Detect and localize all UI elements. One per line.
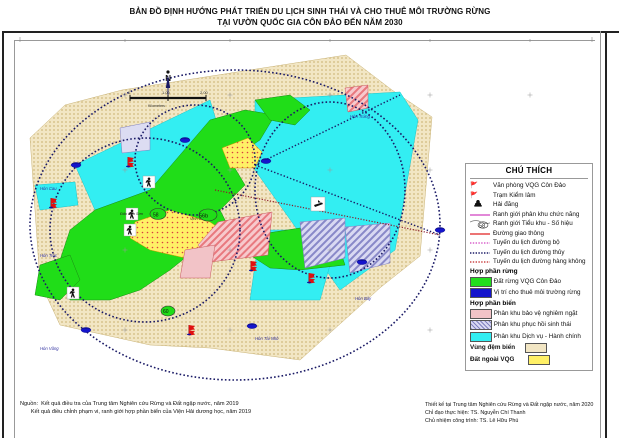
svg-text:2.00: 2.00 [200,90,209,95]
svg-text:Hòn Bảy: Hòn Bảy [355,296,372,301]
svg-text:1.00: 1.00 [162,90,171,95]
svg-text:58: 58 [153,213,159,219]
svg-text:Hòn Cau: Hòn Cau [40,186,57,191]
svg-text:Kilometers: Kilometers [148,104,165,108]
svg-text:Hòn Trứng: Hòn Trứng [350,114,370,119]
svg-text:56b: 56b [199,214,208,220]
svg-text:Hòn Vũng: Hòn Vũng [40,346,59,351]
svg-text:58: 58 [479,223,485,229]
svg-text:60: 60 [163,309,169,315]
svg-text:Hòn Tài Nhỏ: Hòn Tài Nhỏ [255,336,279,341]
svg-text:Đảo Côn Sơn: Đảo Côn Sơn [120,212,143,216]
svg-text:Hòn Trọc: Hòn Trọc [40,253,58,258]
